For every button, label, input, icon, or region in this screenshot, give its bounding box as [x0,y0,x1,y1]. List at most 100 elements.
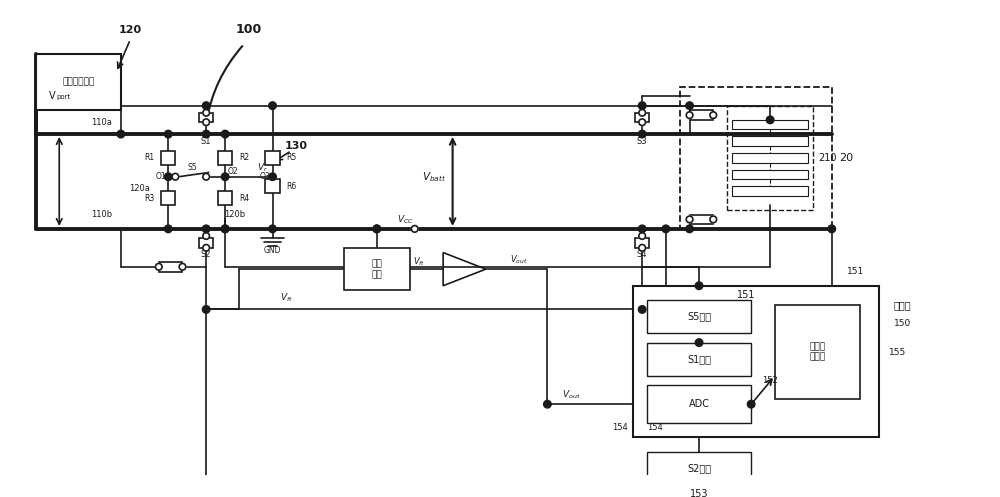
Text: 状态判
断模块: 状态判 断模块 [809,342,826,362]
Text: 151: 151 [737,290,756,300]
Text: O2: O2 [227,167,238,176]
Text: 153: 153 [690,489,708,497]
Text: 150: 150 [894,319,911,328]
Bar [732,186,808,196]
Circle shape [638,306,646,313]
Bar [775,305,860,400]
Text: ADC: ADC [689,399,710,409]
Text: 154: 154 [612,423,628,432]
Circle shape [639,109,645,116]
Bar [680,86,832,229]
Text: O1: O1 [155,172,166,181]
Circle shape [828,225,836,233]
Bar [690,110,713,120]
Text: R2: R2 [239,153,249,163]
Text: 控制器: 控制器 [894,300,912,310]
Bar [732,153,808,163]
Bar [199,113,213,122]
Text: 120b: 120b [224,210,245,219]
Text: $V_{CC}$: $V_{CC}$ [397,213,414,226]
Text: 154: 154 [647,423,663,432]
Circle shape [203,109,209,116]
Bar [727,106,813,210]
Circle shape [747,401,755,408]
Circle shape [639,245,645,251]
Bar [36,54,121,110]
Circle shape [638,130,646,138]
Circle shape [164,130,172,138]
Bar [690,215,713,224]
Bar [199,239,213,248]
Text: R3: R3 [144,193,154,203]
Circle shape [203,245,209,251]
Text: $V_{batt}$: $V_{batt}$ [422,170,446,183]
Text: $V_r$: $V_r$ [257,161,269,173]
Bar [732,169,808,179]
Circle shape [269,173,276,180]
Text: 155: 155 [889,347,906,356]
Circle shape [695,339,703,346]
Bar [732,120,808,129]
Circle shape [269,225,276,233]
Text: O3: O3 [259,172,270,181]
Circle shape [269,102,276,109]
Circle shape [203,173,209,180]
Circle shape [373,225,381,233]
Text: 110a: 110a [91,118,112,127]
Text: $V_{out}$: $V_{out}$ [510,253,528,266]
Circle shape [686,112,693,118]
Text: S2控制: S2控制 [687,463,711,473]
Text: S5控制: S5控制 [687,312,711,322]
Circle shape [221,225,229,233]
Bar [344,248,410,290]
Text: $V_{out}$: $V_{out}$ [562,389,580,401]
Circle shape [686,225,693,233]
Text: S2: S2 [201,250,211,259]
Text: 110b: 110b [91,210,112,219]
Circle shape [164,225,172,233]
Text: R4: R4 [239,193,250,203]
Text: 20: 20 [839,153,853,163]
Circle shape [203,119,209,126]
Bar [159,262,182,271]
Text: 152: 152 [762,376,778,385]
Circle shape [202,225,210,233]
Circle shape [221,173,229,180]
Text: 直流充电接口: 直流充电接口 [62,78,94,86]
Circle shape [221,225,229,233]
Bar [732,137,808,146]
Text: $V_{ft}$: $V_{ft}$ [280,291,293,304]
Circle shape [202,306,210,313]
Text: $V_{ft}$: $V_{ft}$ [413,256,426,268]
Circle shape [639,119,645,126]
Circle shape [164,173,172,180]
Text: 210: 210 [818,153,836,163]
Circle shape [544,401,551,408]
Bar [633,286,879,437]
Circle shape [695,282,703,290]
Text: port: port [56,93,70,99]
Bar [647,300,751,333]
Text: S1控制: S1控制 [687,354,711,364]
Bar [647,452,751,485]
Circle shape [117,130,125,138]
Text: R5: R5 [287,153,297,163]
Text: 151: 151 [847,267,864,276]
Bar [218,191,232,205]
Circle shape [221,130,229,138]
Bar [161,191,175,205]
Circle shape [639,233,645,239]
Text: R6: R6 [287,182,297,191]
Text: S4: S4 [637,250,647,259]
Bar [265,151,280,165]
Text: GND: GND [264,246,281,254]
Bar [635,113,649,122]
Text: S5: S5 [187,163,197,172]
Circle shape [686,216,693,223]
Circle shape [638,225,646,233]
Bar [647,342,751,376]
Circle shape [202,130,210,138]
Circle shape [710,216,717,223]
Circle shape [766,116,774,124]
Text: 隔离
电源: 隔离 电源 [371,259,382,279]
